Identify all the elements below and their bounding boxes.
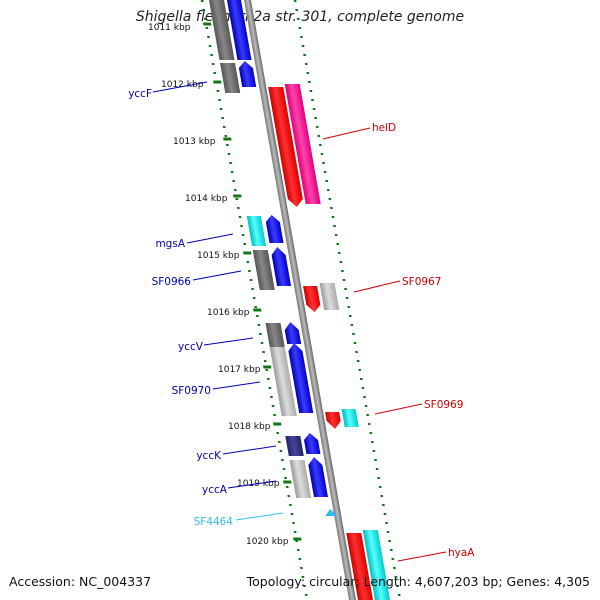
gene-feature[interactable] <box>209 0 235 60</box>
tick-label: 1013 kbp <box>173 137 216 147</box>
gene-label-helD[interactable]: helD <box>372 122 396 134</box>
gene-SF0970-homolog[interactable] <box>269 347 297 416</box>
gene-SF0967-homolog[interactable] <box>319 283 340 310</box>
gene-labels: yccF helD mgsA SF0966 SF0967 yccV SF0970… <box>128 88 475 559</box>
tick-label: 1011 kbp <box>148 23 191 33</box>
gene-hyaA-homolog[interactable] <box>362 530 392 600</box>
gene-yccK-homolog[interactable] <box>285 436 304 456</box>
gene-yccF[interactable] <box>238 61 257 87</box>
gene-yccV-homolog[interactable] <box>265 323 285 347</box>
gene-yccK[interactable] <box>303 433 321 454</box>
gene-SF4464[interactable] <box>324 509 338 516</box>
gene-label-SF4464[interactable]: SF4464 <box>194 516 234 528</box>
gene-SF0967[interactable] <box>303 286 322 312</box>
gene-SF0969-homolog[interactable] <box>341 409 359 427</box>
gene-mgsA-homolog[interactable] <box>246 216 267 246</box>
tick-label: 1016 kbp <box>207 308 250 318</box>
gene-SF0969[interactable] <box>325 412 342 429</box>
genes-minus-strand <box>209 0 338 516</box>
genome-summary-text: Topology: circular; Length: 4,607,203 bp… <box>246 574 590 589</box>
tick-label: 1018 kbp <box>228 422 271 432</box>
genome-axis <box>242 0 358 600</box>
gene-hyaA[interactable] <box>346 533 376 600</box>
gene-label-yccA[interactable]: yccA <box>202 484 228 496</box>
gene-yccF-homolog[interactable] <box>220 63 241 93</box>
gene-helD[interactable] <box>268 87 304 207</box>
tick-label: 1014 kbp <box>185 194 228 204</box>
gene-label-SF0967[interactable]: SF0967 <box>402 276 441 288</box>
tick-label: 1020 kbp <box>246 537 289 547</box>
gene-label-yccV[interactable]: yccV <box>178 341 204 353</box>
tick-track-right <box>293 0 402 600</box>
gene-label-yccF[interactable]: yccF <box>128 88 152 100</box>
gene-SF0966[interactable] <box>270 247 292 286</box>
gene-yccA[interactable] <box>307 457 328 497</box>
gene-SF0970[interactable] <box>287 343 314 413</box>
gene-helD-homolog[interactable] <box>284 84 321 204</box>
gene-SF0966-homolog[interactable] <box>252 250 275 290</box>
tick-track-left <box>200 0 309 600</box>
gene-feature[interactable] <box>227 0 252 60</box>
gene-yccA-homolog[interactable] <box>289 460 312 498</box>
genes-plus-strand <box>268 84 392 600</box>
gene-label-yccK[interactable]: yccK <box>196 450 222 462</box>
major-ticks <box>202 22 302 541</box>
gene-label-SF0969[interactable]: SF0969 <box>424 399 463 411</box>
tick-label: 1012 kbp <box>161 80 204 90</box>
label-leaders <box>152 81 447 562</box>
gene-label-hyaA[interactable]: hyaA <box>448 547 475 559</box>
gene-label-SF0966[interactable]: SF0966 <box>152 276 192 288</box>
tick-label: 1017 kbp <box>218 365 261 375</box>
gene-label-SF0970[interactable]: SF0970 <box>172 385 211 397</box>
accession-text: Accession: NC_004337 <box>9 574 152 589</box>
gene-mgsA[interactable] <box>265 215 284 243</box>
gene-label-mgsA[interactable]: mgsA <box>155 238 185 250</box>
gene-yccV[interactable] <box>283 322 302 344</box>
tick-label: 1015 kbp <box>197 251 240 261</box>
